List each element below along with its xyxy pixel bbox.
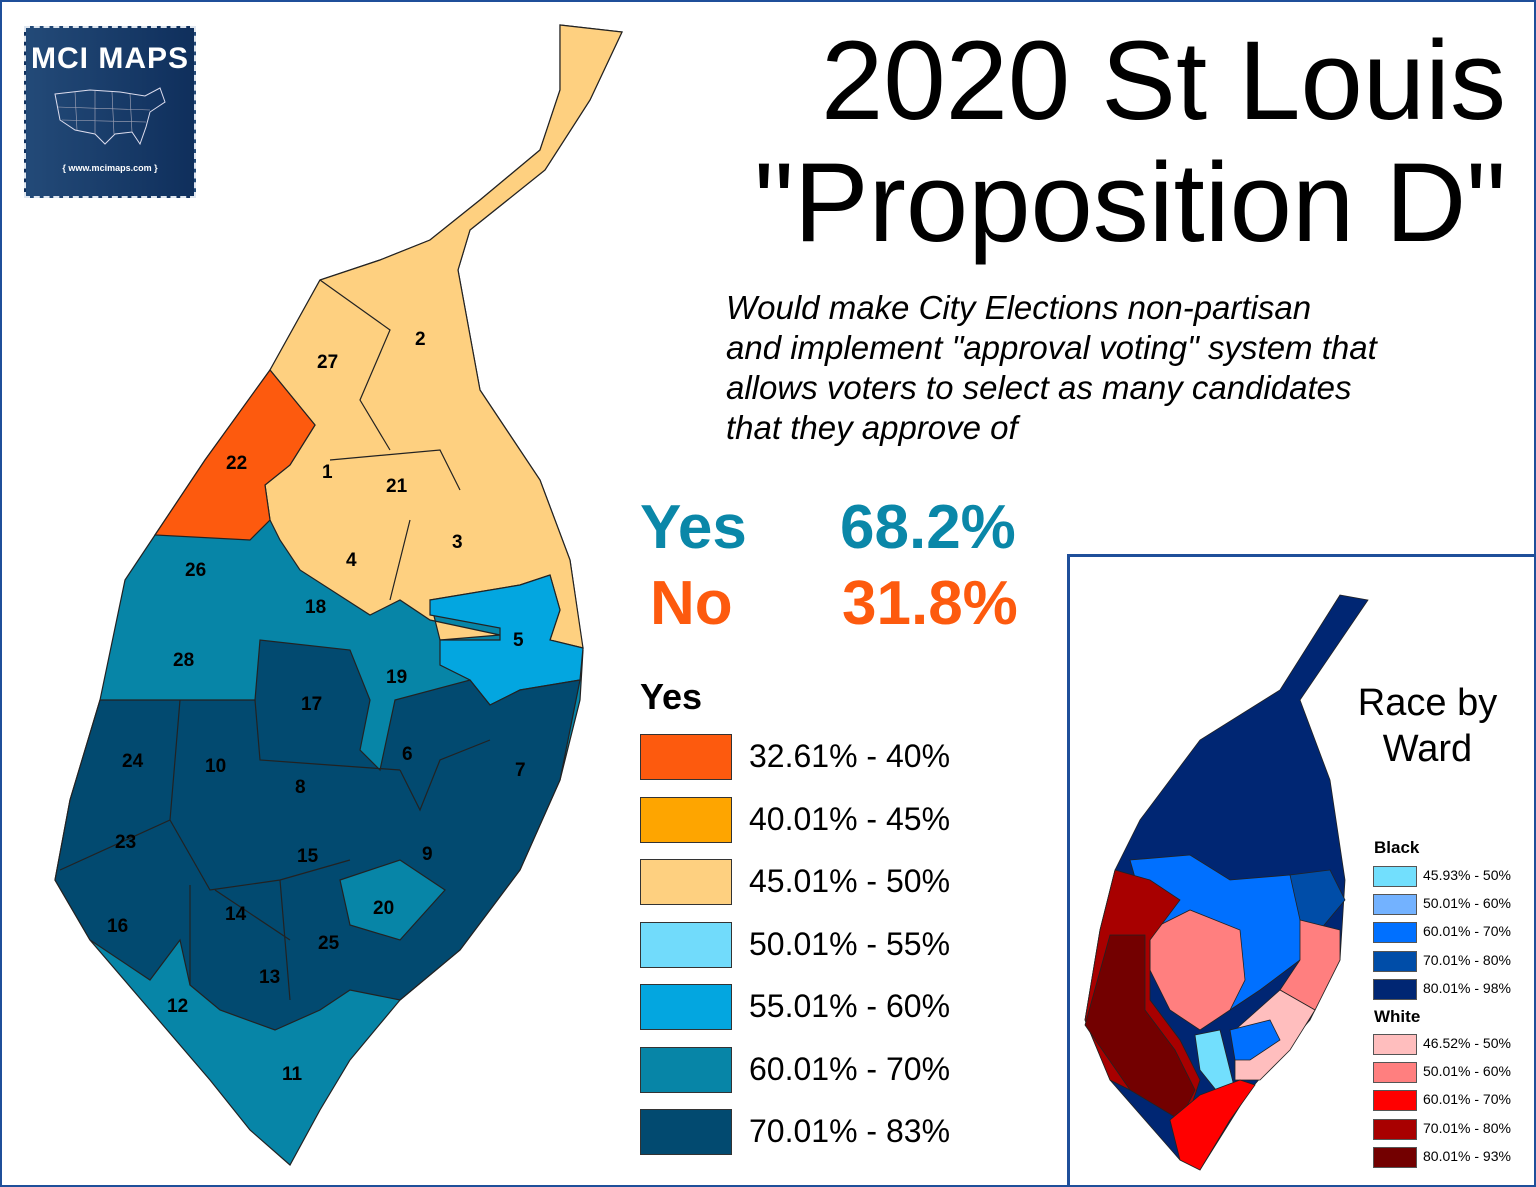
- ward-label: 14: [225, 904, 247, 925]
- legend-swatch: [640, 796, 732, 843]
- legend-swatch: [1373, 978, 1417, 1000]
- legend-swatch: [1373, 1034, 1417, 1055]
- inset-title: Race by Ward: [1330, 680, 1525, 772]
- ward-label: 5: [513, 630, 524, 651]
- legend-label: 50.01% - 55%: [749, 925, 951, 962]
- description-line: Would make City Elections non-partisan: [726, 289, 1312, 326]
- ward-region-yellow: [264, 24, 623, 649]
- legend-label: 60.01% - 70%: [1423, 1091, 1511, 1108]
- legend-swatch: [1373, 1062, 1417, 1084]
- ward-label: 27: [317, 352, 338, 373]
- map-title: 2020 St Louis "Proposition D": [754, 20, 1506, 264]
- ward-label: 13: [259, 967, 280, 988]
- legend-swatch: [1373, 866, 1417, 887]
- ward-20: [339, 859, 446, 941]
- legend-swatch: [1373, 1090, 1417, 1112]
- ward-label: 16: [107, 916, 128, 937]
- ward-label: 17: [301, 694, 322, 715]
- legend-label: 55.01% - 60%: [749, 988, 951, 1024]
- race-inset-map: [1084, 594, 1369, 1171]
- ward-region-navy: [54, 639, 581, 1031]
- ward-label: 10: [205, 756, 226, 777]
- legend-label: 45.93% - 50%: [1423, 867, 1511, 883]
- ward-label: 1: [322, 462, 333, 483]
- description-line: and implement "approval voting" system t…: [726, 329, 1377, 366]
- ward-label: 12: [167, 996, 188, 1017]
- logo-url: { www.mcimaps.com }: [62, 163, 158, 173]
- no-value: 31.8%: [842, 569, 1018, 638]
- legend-label: 70.01% - 80%: [1423, 951, 1511, 968]
- ward-label: 7: [515, 760, 526, 781]
- legend-swatch: [1373, 894, 1417, 916]
- ward-map: 1 2 3 4 5 6 7 8 9 10 11 12 13 14 15 16 1…: [54, 24, 623, 1166]
- title-line-1: 2020 St Louis: [821, 18, 1506, 143]
- legend-label: 50.01% - 60%: [1423, 1063, 1511, 1080]
- yes-label: Yes: [640, 493, 747, 562]
- ward-label: 19: [386, 667, 407, 688]
- ward-label: 9: [422, 844, 433, 865]
- ward-label: 4: [346, 550, 357, 571]
- race-inset-panel: [1067, 554, 1536, 1187]
- ward-label: 8: [295, 777, 306, 798]
- proposition-description: Would make City Elections non-partisan a…: [726, 288, 1486, 448]
- mci-maps-logo: MCI MAPS { www.mcimaps.com }: [24, 26, 196, 198]
- ward-label: 15: [297, 846, 319, 867]
- description-line: that they approve of: [726, 409, 1018, 446]
- legend-label: 32.61% - 40%: [749, 738, 951, 774]
- inset-legend-white-title: White: [1374, 1007, 1421, 1026]
- inset-legend-black-title: Black: [1374, 838, 1420, 857]
- legend-label: 70.01% - 80%: [1423, 1119, 1511, 1136]
- legend-label: 46.52% - 50%: [1423, 1035, 1511, 1051]
- legend-swatch: [1373, 1146, 1417, 1168]
- title-line-2: "Proposition D": [754, 140, 1506, 265]
- description-line: allows voters to select as many candidat…: [726, 369, 1352, 406]
- ward-22: [153, 369, 316, 541]
- legend-swatch: [640, 1109, 732, 1155]
- ward-label: 25: [318, 933, 340, 954]
- legend-title: Yes: [640, 676, 703, 717]
- yes-value: 68.2%: [840, 493, 1016, 562]
- legend-label: 45.01% - 50%: [749, 863, 951, 899]
- ward-label: 3: [452, 532, 463, 553]
- ward-label: 21: [386, 476, 408, 497]
- legend-swatch: [640, 1046, 732, 1093]
- ward-label: 20: [373, 898, 394, 919]
- legend-label: 60.01% - 70%: [1423, 923, 1511, 940]
- ward-label: 28: [173, 650, 194, 671]
- no-label: No: [650, 569, 733, 638]
- ward-label: 18: [305, 597, 326, 618]
- inset-title-line: Ward: [1382, 728, 1473, 770]
- legend-swatch: [640, 734, 732, 780]
- legend-label: 40.01% - 45%: [749, 800, 951, 837]
- ward-label: 11: [282, 1064, 303, 1085]
- ward-label: 24: [122, 751, 144, 772]
- legend-swatch: [640, 921, 732, 968]
- legend-label: 80.01% - 98%: [1423, 979, 1511, 996]
- legend-label: 60.01% - 70%: [749, 1050, 951, 1087]
- inset-title-line: Race by: [1357, 682, 1498, 724]
- ward-label: 2: [415, 329, 426, 350]
- legend-swatch: [1373, 950, 1417, 972]
- ward-label: 26: [185, 560, 206, 581]
- ward-label: 22: [226, 453, 247, 474]
- legend-swatch: [1373, 922, 1417, 944]
- logo-brand: MCI MAPS: [31, 42, 189, 75]
- legend-swatch: [640, 984, 732, 1030]
- legend-swatch: [1373, 1118, 1417, 1140]
- legend-label: 80.01% - 93%: [1423, 1147, 1511, 1164]
- usa-map-icon: [54, 87, 166, 146]
- ward-label: 6: [402, 744, 413, 765]
- legend-label: 50.01% - 60%: [1423, 895, 1511, 912]
- ward-label: 23: [115, 832, 136, 853]
- legend-label: 70.01% - 83%: [749, 1113, 951, 1149]
- legend-swatch: [640, 859, 732, 905]
